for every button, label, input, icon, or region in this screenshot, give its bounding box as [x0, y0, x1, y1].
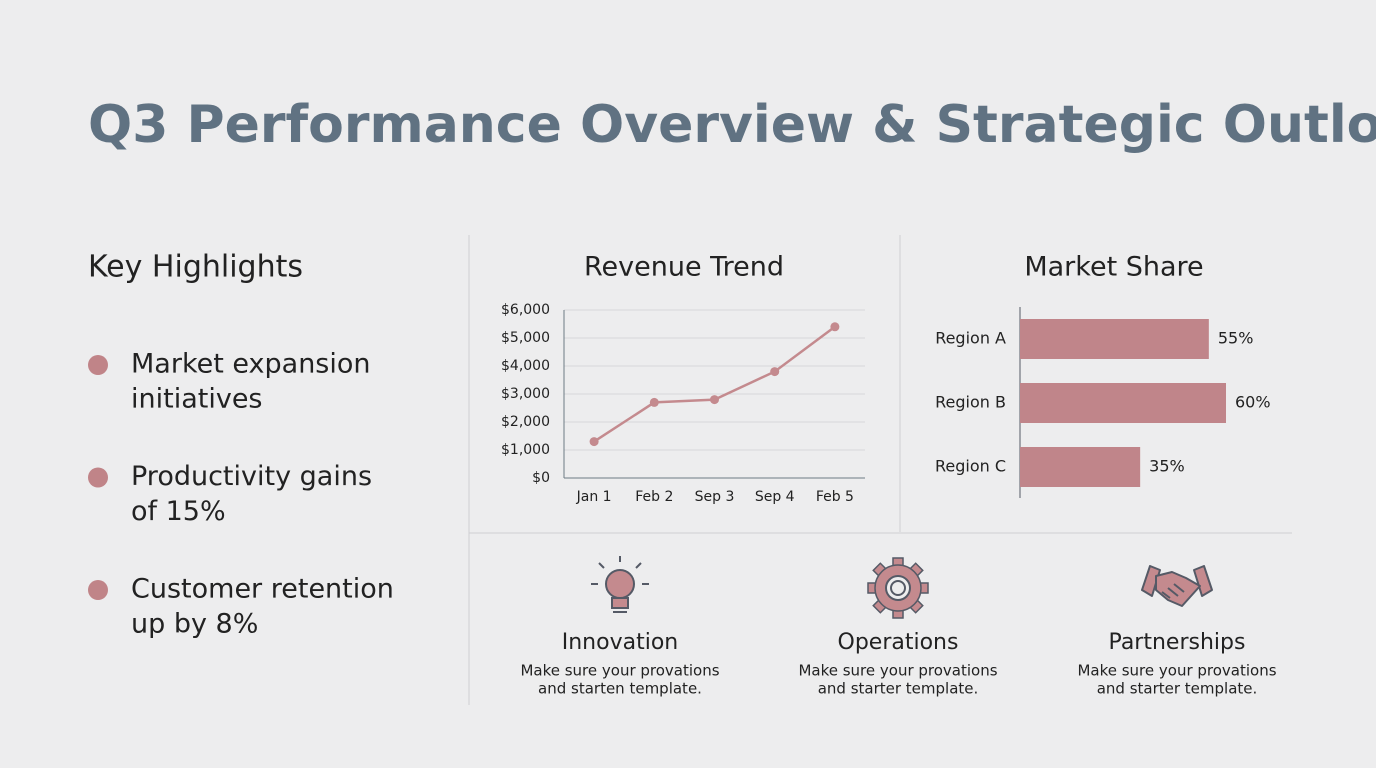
value-label: 60%	[1235, 393, 1271, 412]
y-tick-label: Region B	[935, 393, 1006, 412]
y-tick-label: Region A	[935, 329, 1006, 348]
y-tick-label: $3,000	[501, 386, 550, 402]
y-tick-label: $4,000	[501, 358, 550, 374]
bar	[1020, 319, 1209, 359]
point	[830, 322, 840, 332]
y-tick-label: $0	[532, 470, 550, 486]
feature-title: Operations	[838, 630, 959, 655]
x-tick-label: Feb 2	[635, 489, 673, 505]
highlight-text: initiatives	[131, 384, 263, 415]
y-tick-label: Region C	[935, 457, 1006, 476]
line	[593, 325, 836, 443]
y-tick-label: $6,000	[501, 302, 550, 318]
x-tick-label: Jan 1	[576, 489, 612, 505]
bullet	[88, 355, 108, 375]
point	[710, 395, 719, 405]
feature-text: and starter template.	[1097, 680, 1258, 698]
x-tick-label: Sep 3	[695, 489, 735, 505]
y-tick-label: $5,000	[501, 330, 550, 346]
chart-title: Market Share	[1024, 252, 1203, 283]
highlight-text: Productivity gains	[131, 461, 372, 492]
point	[589, 437, 599, 447]
feature-title: Partnerships	[1109, 630, 1246, 655]
feature-text: and starten template.	[538, 680, 702, 698]
feature-title: Innovation	[562, 630, 678, 655]
feature-text: Make sure your provations	[1077, 662, 1276, 680]
feature-text: Make sure your provations	[798, 662, 997, 680]
feature-text: and starter template.	[818, 680, 979, 698]
highlight-text: up by 8%	[131, 609, 258, 640]
chart-title: Revenue Trend	[584, 252, 784, 283]
highlight-text: Customer retention	[131, 574, 394, 605]
bullet	[88, 467, 108, 488]
bullet	[88, 580, 108, 600]
x-tick-label: Sep 4	[755, 489, 795, 505]
highlights-heading: Key Highlights	[88, 250, 303, 285]
x-tick-label: Feb 5	[816, 489, 854, 505]
value-label: 55%	[1218, 329, 1254, 348]
point	[649, 397, 659, 407]
handshake-icon	[1141, 565, 1213, 607]
lightbulb-icon	[591, 556, 649, 613]
point	[770, 367, 780, 377]
bar	[1020, 447, 1141, 487]
slide-title: Q3 Performance Overview & Strategic Outl…	[88, 95, 1376, 155]
y-tick-label: $1,000	[501, 442, 550, 458]
bar	[1020, 383, 1226, 423]
feature-text: Make sure your provations	[520, 662, 719, 680]
y-tick-label: $2,000	[501, 414, 550, 430]
gear-icon	[867, 557, 929, 619]
highlight-text: of 15%	[131, 496, 226, 527]
highlight-text: Market expansion	[131, 349, 371, 380]
value-label: 35%	[1149, 457, 1185, 476]
